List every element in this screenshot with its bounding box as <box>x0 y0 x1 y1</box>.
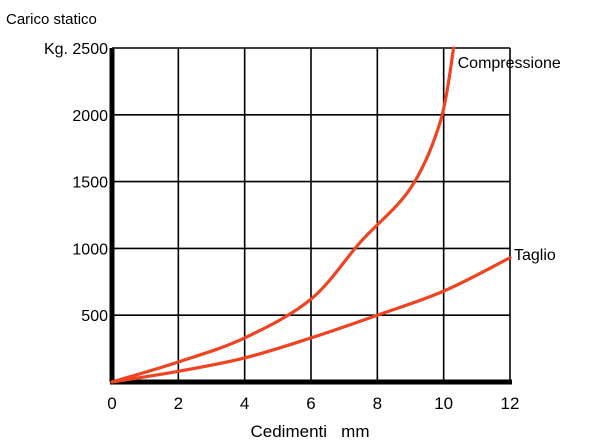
series-labels: Compressione Taglio <box>458 55 561 264</box>
y-tick-label-2: 1500 <box>72 175 108 192</box>
y-tick-label-4: Kg. 2500 <box>44 41 108 58</box>
grid <box>112 47 511 382</box>
x-tick-label-6: 12 <box>501 394 520 413</box>
x-tick-label-3: 6 <box>306 394 315 413</box>
series-label-compressione: Compressione <box>458 55 561 72</box>
x-tick-label-2: 4 <box>240 394 249 413</box>
series-lines <box>110 46 512 384</box>
x-tick-labels: 0 2 4 6 8 10 12 <box>107 394 519 413</box>
x-tick-label-1: 2 <box>174 394 183 413</box>
series-label-taglio: Taglio <box>514 247 556 264</box>
y-tick-label-1: 1000 <box>72 241 108 258</box>
y-axis-title: Carico statico <box>6 11 97 28</box>
series-line-compressione <box>110 46 456 384</box>
y-tick-label-3: 2000 <box>72 108 108 125</box>
series-line-taglio <box>110 256 512 384</box>
x-axis-title: Cedimenti mm <box>250 422 369 441</box>
y-tick-label-0: 500 <box>81 308 108 325</box>
x-tick-label-0: 0 <box>107 394 116 413</box>
x-tick-label-5: 10 <box>434 394 453 413</box>
y-tick-labels: 500 1000 1500 2000 Kg. 2500 <box>44 41 108 325</box>
axes <box>109 48 512 385</box>
x-tick-label-4: 8 <box>373 394 382 413</box>
